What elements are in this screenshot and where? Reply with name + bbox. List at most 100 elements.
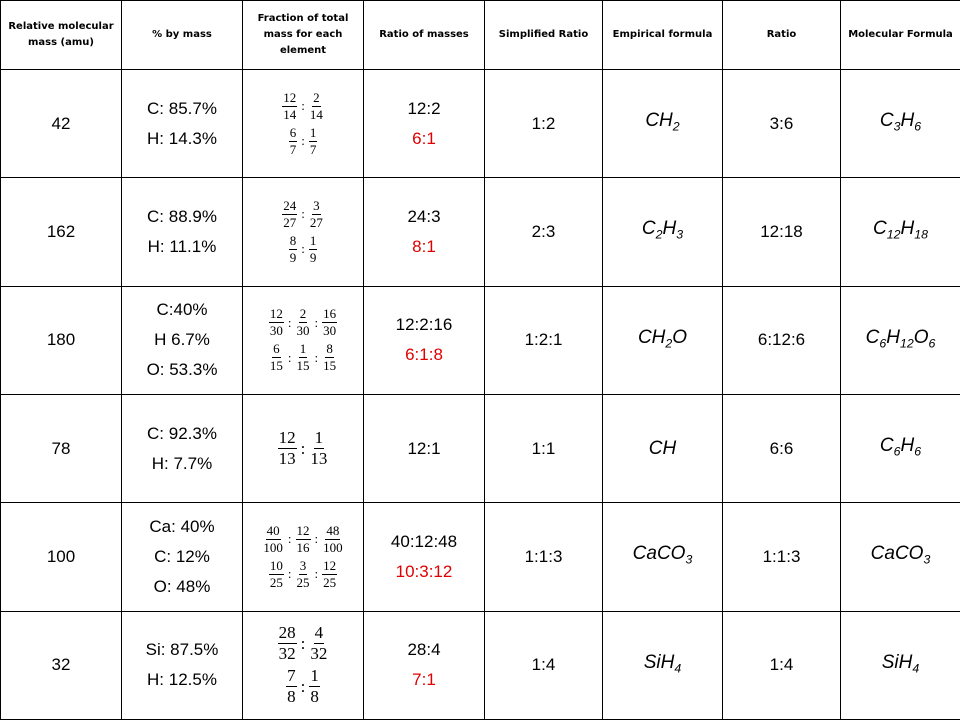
- fraction-separator: :: [300, 633, 306, 653]
- formula-symbol: O: [913, 326, 929, 348]
- simplified-mass-ratio-red: 10:3:12: [395, 561, 453, 581]
- formula-subscript: 6: [879, 335, 887, 350]
- fraction-numerator: 6: [272, 341, 281, 359]
- fraction-separator: :: [287, 314, 292, 330]
- formula-text: C3H6: [879, 110, 922, 134]
- header-row: Relative molecular mass (amu) % by mass …: [0, 0, 960, 70]
- formula-subscript: 3: [923, 552, 931, 567]
- fraction-block: 12 14:2 14 6 7:1 7: [244, 89, 363, 157]
- formula-symbol: O: [672, 326, 688, 348]
- cell-molecular-mass: 32: [0, 610, 122, 720]
- cell-fractions: 12 14:2 14 6 7:1 7: [242, 68, 364, 179]
- fraction: 3 27: [309, 198, 324, 230]
- formula-subscript: 6: [914, 119, 922, 134]
- fraction-separator: :: [300, 438, 306, 458]
- fraction-numerator: 40: [265, 522, 281, 540]
- formula-symbol: C: [879, 110, 894, 131]
- formula-text: C2H3: [641, 218, 684, 242]
- fraction: 12 16: [295, 522, 311, 555]
- formula-symbol: CH: [645, 110, 673, 131]
- fraction-denominator: 27: [309, 214, 323, 230]
- fraction-denominator: 13: [278, 449, 296, 469]
- fraction-line: 12 14:2 14: [280, 89, 326, 122]
- formula-symbol: CH: [648, 437, 677, 459]
- fraction-line: 12 13:1 13: [276, 429, 331, 468]
- fraction-denominator: 30: [323, 323, 337, 339]
- fraction-denominator: 16: [296, 539, 310, 555]
- simplified-mass-ratio-red: 7:1: [412, 670, 436, 690]
- cell-ratio: 3:6: [722, 68, 841, 179]
- fraction: 2 14: [309, 89, 324, 122]
- fraction-numerator: 3: [298, 557, 308, 575]
- cell-empirical-formula: SiH4: [602, 610, 723, 720]
- percent-line: Ca: 40%: [149, 516, 215, 536]
- fraction-numerator: 1: [309, 666, 320, 688]
- table-row: 78 C: 92.3% H: 7.7% 12 13:1 13 12:1 1:1 CH 6:6 C6H…: [0, 393, 960, 504]
- fraction-separator: :: [314, 531, 319, 547]
- fraction-denominator: 9: [309, 249, 317, 265]
- formula-symbol: C: [641, 218, 656, 240]
- header-empirical-formula: Empirical formula: [602, 0, 723, 70]
- header-percent-by-mass: % by mass: [121, 0, 243, 70]
- fraction-denominator: 100: [263, 539, 283, 555]
- fraction-denominator: 14: [309, 106, 323, 122]
- fraction-block: 24 27:3 27 8 9:1 9: [244, 198, 363, 265]
- fraction-numerator: 10: [268, 557, 284, 575]
- fraction-denominator: 15: [323, 358, 337, 374]
- fraction-numerator: 12: [282, 89, 298, 107]
- fraction-separator: :: [314, 314, 319, 330]
- fraction: 12 25: [322, 558, 338, 590]
- fraction: 12 14: [282, 89, 298, 122]
- cell-molecular-formula: C6H6: [840, 393, 960, 504]
- fraction-numerator: 4: [313, 623, 325, 645]
- fraction: 3 25: [296, 557, 311, 590]
- formula-subscript: 4: [912, 660, 920, 675]
- fraction: 1 13: [309, 429, 328, 468]
- percent-line: H: 12.5%: [147, 670, 217, 690]
- fraction: 48 100: [322, 522, 344, 555]
- formula-text: CH: [649, 438, 676, 459]
- cell-molecular-mass: 162: [0, 177, 122, 287]
- fraction-separator: :: [301, 98, 305, 114]
- formula-text: SiH4: [644, 652, 682, 675]
- cell-molecular-formula: SiH4: [840, 610, 960, 720]
- formula-text: C6H6: [880, 435, 921, 459]
- fraction: 6 15: [269, 342, 284, 373]
- simplified-mass-ratio-red: 8:1: [412, 236, 436, 256]
- ratio-of-masses-value: 40:12:48: [390, 531, 458, 551]
- fraction-numerator: 2: [312, 89, 321, 107]
- fraction-line: 24 27:3 27: [280, 198, 326, 230]
- ratio-of-masses-value: 12:2: [407, 98, 441, 118]
- percent-line: H: 7.7%: [151, 453, 213, 473]
- formula-symbol: CaCO: [632, 543, 686, 565]
- cell-ratio-of-masses: 12:2 6:1: [363, 68, 485, 179]
- fraction-numerator: 48: [325, 522, 341, 540]
- fraction-numerator: 12: [295, 522, 311, 540]
- formula-subscript: 3: [676, 227, 684, 242]
- formula-subscript: 12: [886, 227, 901, 242]
- fraction-denominator: 9: [289, 249, 297, 265]
- cell-ratio-of-masses: 24:3 8:1: [363, 177, 485, 287]
- formula-symbol: H: [900, 110, 915, 131]
- cell-simplified-ratio: 2:3: [484, 177, 603, 287]
- fraction-separator: :: [287, 349, 292, 365]
- formula-text: SiH4: [882, 652, 920, 675]
- fraction-block: 12 13:1 13: [244, 429, 363, 468]
- formula-text: CaCO3: [632, 543, 693, 566]
- cell-empirical-formula: CH2O: [602, 285, 723, 395]
- fraction-denominator: 14: [283, 106, 297, 122]
- percent-line: C:40%: [156, 300, 208, 320]
- fraction-numerator: 1: [308, 232, 318, 250]
- cell-molecular-mass: 78: [0, 393, 122, 504]
- fraction-numerator: 1: [298, 341, 308, 359]
- formula-subscript: 6: [893, 444, 901, 459]
- cell-ratio-of-masses: 12:1: [363, 393, 485, 504]
- formula-text: C12H18: [873, 218, 928, 242]
- percent-line: O: 48%: [153, 576, 211, 596]
